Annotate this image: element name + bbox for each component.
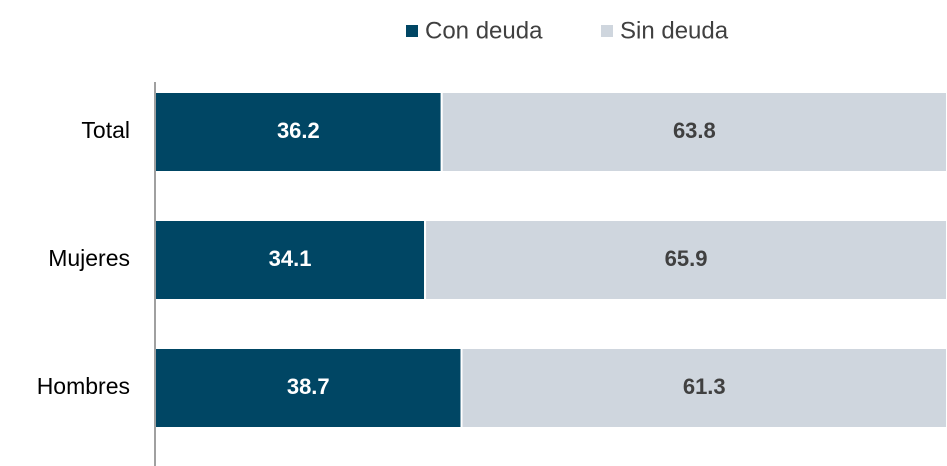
legend-label: Con deuda [425,17,543,44]
data-label: 38.7 [287,374,330,399]
data-label: 34.1 [269,246,312,271]
bar-segment [440,91,947,173]
data-label: 65.9 [665,246,708,271]
bar-segment [154,219,427,301]
legend-swatch [406,25,418,37]
legend-label: Sin deuda [620,17,729,44]
data-label: 36.2 [277,118,320,143]
y-tick-label: Mujeres [48,245,130,271]
y-tick-label: Hombres [37,373,130,399]
bar-segment [154,91,443,173]
y-tick-label: Total [81,117,130,143]
data-label: 63.8 [673,118,716,143]
bar-segment [460,347,947,429]
data-label: 61.3 [683,374,726,399]
bar-segment [424,219,947,301]
legend-swatch [601,25,613,37]
